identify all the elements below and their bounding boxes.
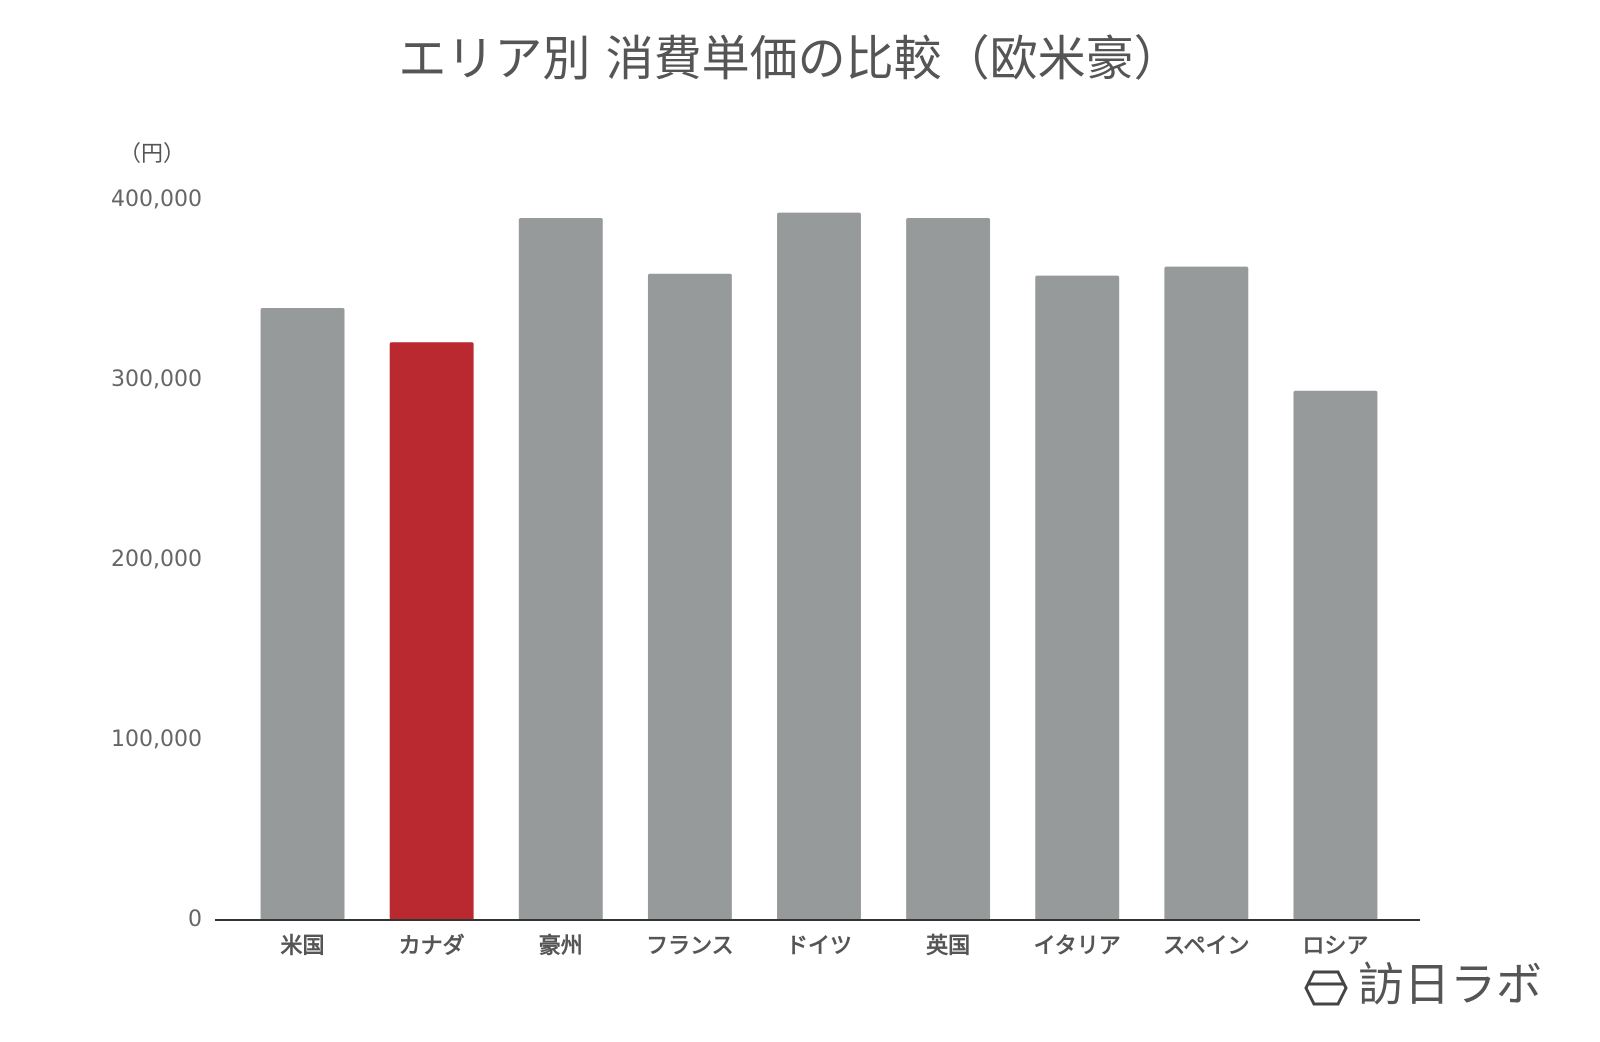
x-tick-label: 英国 bbox=[926, 934, 970, 959]
bar bbox=[906, 218, 991, 920]
y-tick-label: 200,000 bbox=[111, 547, 202, 572]
x-tick-label: スペイン bbox=[1163, 934, 1249, 959]
x-tick-label: 米国 bbox=[281, 934, 325, 959]
x-tick-label: ドイツ bbox=[786, 934, 852, 959]
y-tick-label: 0 bbox=[188, 907, 202, 932]
bar bbox=[1293, 390, 1378, 920]
x-tick-label: ロシア bbox=[1302, 934, 1368, 959]
bar bbox=[647, 273, 732, 920]
x-tick-label: フランス bbox=[646, 934, 734, 959]
bar bbox=[389, 342, 474, 920]
bar bbox=[777, 212, 861, 921]
logo: 訪日ラボ bbox=[1304, 958, 1542, 1012]
bar bbox=[260, 308, 345, 920]
y-tick-label: 300,000 bbox=[111, 367, 202, 392]
bar bbox=[518, 218, 603, 920]
y-tick-label: 400,000 bbox=[111, 187, 202, 212]
logo-text: 訪日ラボ bbox=[1358, 958, 1542, 1012]
bar bbox=[1164, 266, 1249, 921]
x-tick-label: イタリア bbox=[1034, 934, 1121, 959]
logo-icon bbox=[1304, 970, 1348, 1006]
y-tick-label: 100,000 bbox=[111, 727, 202, 752]
x-tick-label: カナダ bbox=[399, 933, 465, 959]
x-tick-label: 豪州 bbox=[539, 933, 583, 959]
y-axis-label: （円） bbox=[119, 142, 185, 167]
chart-title: エリア別 消費単価の比較（欧米豪） bbox=[398, 31, 1181, 87]
bar bbox=[1035, 275, 1120, 921]
